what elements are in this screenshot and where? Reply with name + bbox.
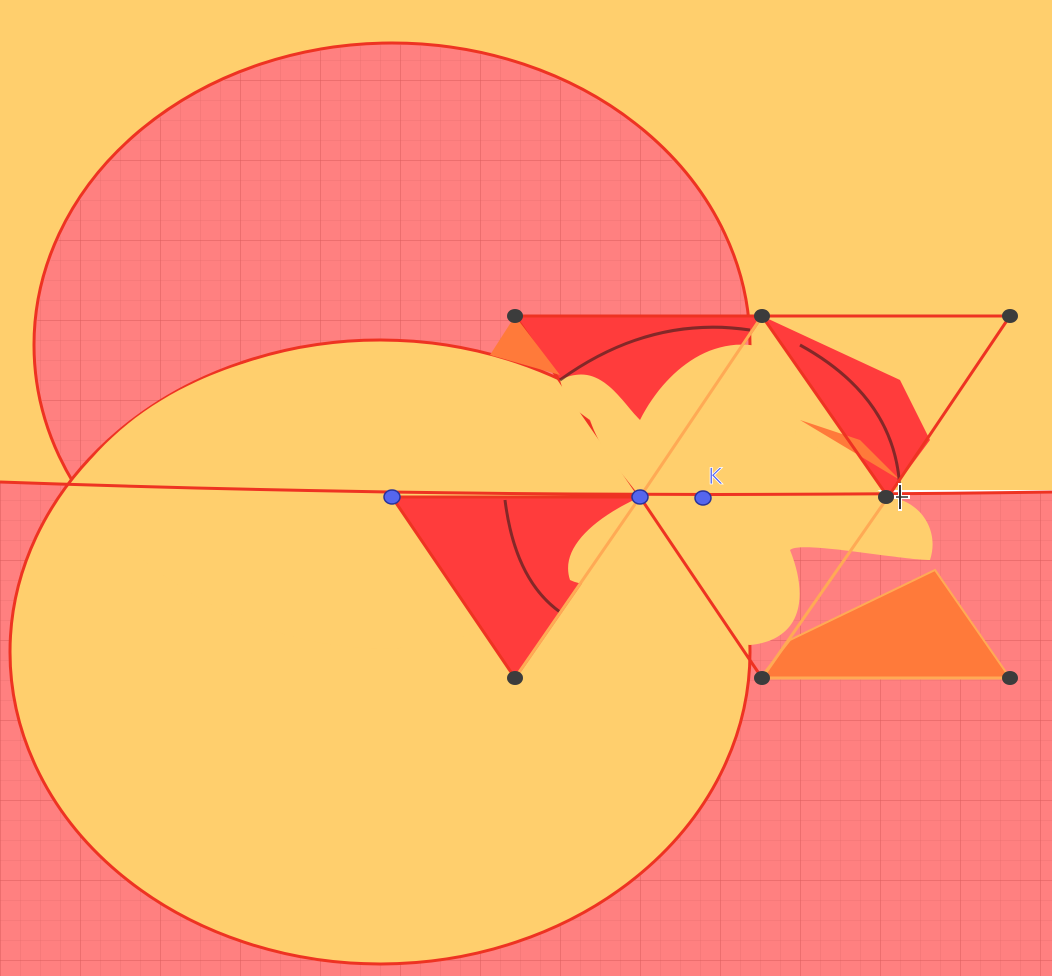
points-group (383, 309, 1018, 685)
orange-wedge-top-left (490, 316, 560, 375)
point-middle-center[interactable] (631, 489, 649, 505)
point-right-vertex[interactable] (878, 490, 894, 504)
dark-arc-top (559, 325, 751, 382)
dark-arc-right (799, 343, 902, 498)
triangle-edges (513, 314, 1012, 680)
inner-yellow-clover-top (560, 344, 888, 497)
inner-yellow-clover-bottom (568, 497, 933, 645)
point-top-right-vertex[interactable] (1002, 309, 1018, 323)
point-left-center[interactable] (383, 489, 401, 505)
point-bottom-right-vertex[interactable] (1002, 671, 1018, 685)
orange-wedge-right (800, 420, 900, 480)
red-triangle-right[interactable] (762, 316, 930, 497)
point-top-middle-vertex[interactable] (754, 309, 770, 323)
move-cursor-icon (894, 483, 910, 511)
point-k[interactable] (694, 490, 712, 506)
point-top-left-vertex[interactable] (507, 309, 523, 323)
dark-arc-bottom-left (503, 499, 561, 614)
point-k-label: K (708, 465, 723, 490)
point-bottom-left-vertex[interactable] (507, 671, 523, 685)
point-bottom-middle-vertex[interactable] (754, 671, 770, 685)
